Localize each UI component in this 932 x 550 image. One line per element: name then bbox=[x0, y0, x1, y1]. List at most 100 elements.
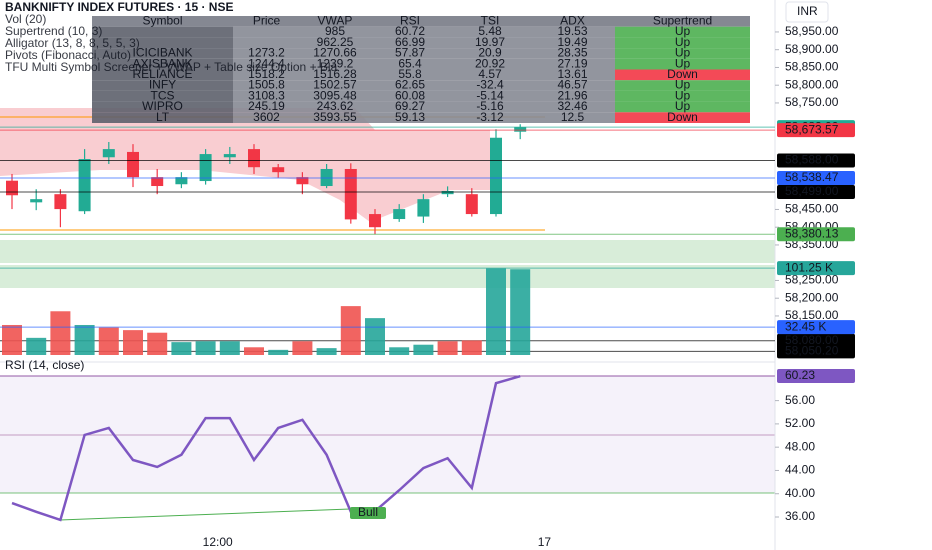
candle-body bbox=[30, 199, 43, 203]
table-cell bbox=[615, 48, 750, 59]
cell-text: Down bbox=[667, 110, 698, 124]
table-cell bbox=[530, 112, 615, 123]
table-cell bbox=[370, 101, 450, 113]
table-cell bbox=[300, 58, 370, 70]
y-tick-label: 52.00 bbox=[785, 416, 815, 430]
candle-body bbox=[102, 149, 115, 158]
table-cell bbox=[615, 69, 750, 81]
axis-marker-label: 58,380.13 bbox=[785, 226, 839, 240]
axis-marker-label: 58,538.47 bbox=[785, 170, 839, 184]
volume-bar bbox=[147, 332, 168, 355]
currency: INR bbox=[797, 4, 818, 18]
y-tick-label: 58,200.00 bbox=[785, 290, 839, 304]
candle-body bbox=[127, 151, 139, 178]
table-cell bbox=[233, 69, 300, 81]
table-cell bbox=[450, 26, 530, 38]
table-cell bbox=[615, 37, 750, 49]
axis-marker-label: 58,080.00 bbox=[785, 333, 839, 347]
volume-bar bbox=[292, 341, 313, 355]
table-cell bbox=[233, 90, 300, 102]
price-axis: 58,950.00 58,900.00 58,850.00 58,800.00 58,7… bbox=[203, 24, 855, 549]
cell-text: 1516.28 bbox=[313, 67, 357, 81]
header-cell bbox=[615, 16, 750, 27]
table-cell bbox=[233, 112, 300, 123]
table-cell bbox=[370, 80, 450, 91]
cell-text: 19.49 bbox=[557, 35, 587, 49]
table-cell bbox=[370, 58, 450, 70]
cell-text: 1502.57 bbox=[313, 78, 357, 92]
cell-text: 60.08 bbox=[395, 88, 425, 102]
cell-text: 32.46 bbox=[557, 99, 587, 113]
indicator-label: Pivots (Fibonacci, Auto) bbox=[5, 48, 131, 62]
table-cell bbox=[530, 80, 615, 91]
volume-bar bbox=[268, 349, 289, 355]
column-header: Symbol bbox=[142, 14, 182, 28]
table-cell bbox=[530, 26, 615, 38]
cell-text: 62.65 bbox=[395, 78, 425, 92]
column-header: TSI bbox=[481, 14, 500, 28]
y-tick-label: 58,150.00 bbox=[785, 308, 839, 322]
cell-text: 3593.55 bbox=[313, 110, 357, 124]
screener-table: Symbol Price VWAP RSI TSI ADX Supertrend 985 60.… bbox=[92, 14, 750, 124]
currency-box bbox=[785, 1, 829, 23]
column-header: ADX bbox=[560, 14, 585, 28]
table-cell bbox=[530, 90, 615, 102]
table-cell bbox=[615, 80, 750, 91]
table-cell bbox=[92, 37, 233, 49]
cell-text: 1244.4 bbox=[248, 56, 285, 70]
table-cell bbox=[300, 112, 370, 123]
volume-bar bbox=[2, 324, 22, 355]
table-cell bbox=[615, 112, 750, 123]
table-cell bbox=[370, 48, 450, 59]
volume-bar bbox=[316, 348, 337, 355]
axis-marker-label: 101.25 K bbox=[785, 260, 833, 274]
y-tick-label: 58,800.00 bbox=[785, 77, 839, 91]
rsi-line bbox=[11, 374, 521, 522]
table-cell bbox=[530, 48, 615, 59]
candle-body bbox=[54, 194, 67, 210]
candle-body bbox=[199, 154, 212, 182]
header-cell bbox=[233, 16, 300, 27]
cell-text: 20.92 bbox=[475, 56, 505, 70]
table-cell bbox=[450, 48, 530, 59]
cell-text: AXISBANK bbox=[132, 56, 192, 70]
volume-bar bbox=[389, 347, 410, 355]
annotation-box bbox=[350, 507, 386, 519]
table-cell bbox=[92, 112, 233, 123]
cell-text: 27.19 bbox=[557, 56, 587, 70]
table-cell bbox=[615, 58, 750, 70]
cell-text: Up bbox=[675, 99, 691, 113]
cell-text: 1505.8 bbox=[248, 78, 285, 92]
volume-bar bbox=[413, 344, 434, 355]
axis-marker bbox=[777, 320, 855, 335]
cell-text: -32.4 bbox=[476, 78, 504, 92]
cell-text: 57.87 bbox=[395, 46, 425, 60]
table-cell bbox=[530, 37, 615, 49]
indicator-label: Alligator (13, 8, 8, 5, 5, 3) bbox=[5, 36, 140, 50]
header-cell bbox=[370, 16, 450, 27]
volume-bar bbox=[26, 337, 47, 355]
column-header: Supertrend bbox=[653, 14, 712, 28]
table-cell bbox=[450, 90, 530, 102]
cell-text: 59.13 bbox=[395, 110, 425, 124]
header-cell bbox=[530, 16, 615, 27]
cell-text: 12.5 bbox=[561, 110, 585, 124]
axis-marker bbox=[777, 153, 855, 168]
table-cell bbox=[370, 37, 450, 49]
indicator-label: Supertrend (10, 3) bbox=[5, 24, 102, 38]
header-cell bbox=[300, 16, 370, 27]
axis-marker-label: 32.45 K bbox=[785, 319, 826, 333]
cell-text: 962.25 bbox=[317, 35, 354, 49]
cell-text: 20.9 bbox=[478, 46, 502, 60]
cell-text: Up bbox=[675, 88, 691, 102]
cell-text: 21.96 bbox=[557, 88, 587, 102]
axis-marker-label: 58,499.00 bbox=[785, 184, 839, 198]
table-cell bbox=[450, 101, 530, 113]
table-cell bbox=[530, 101, 615, 113]
table-cell bbox=[92, 90, 233, 102]
volume-bar bbox=[365, 318, 385, 355]
table-cell bbox=[300, 80, 370, 91]
cell-text: LT bbox=[156, 110, 170, 124]
table-cell bbox=[615, 90, 750, 102]
